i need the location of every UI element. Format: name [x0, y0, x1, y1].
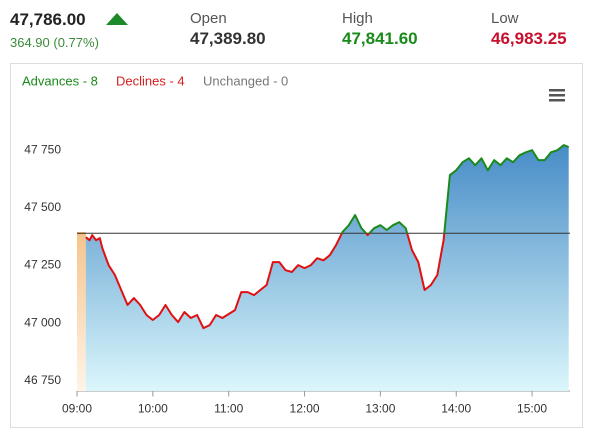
stat: Open 47,389.80 [190, 10, 266, 49]
price-line [85, 144, 570, 330]
pre-open [77, 233, 86, 391]
stat-value: 47,389.80 [190, 29, 266, 48]
stat-label: Open [190, 10, 227, 27]
y-tick-label: 47 250 [24, 258, 61, 272]
chart-frame [10, 63, 583, 428]
stat-label: High [342, 10, 373, 27]
x-tick-label: 13:00 [365, 402, 395, 416]
stat-label: Low [491, 10, 519, 27]
y-tick-label: 47 500 [24, 200, 61, 214]
stat-value: 46,983.25 [491, 29, 567, 48]
y-tick-label: 47 750 [24, 142, 61, 156]
stat-value: 47,841.60 [342, 29, 418, 48]
menu-icon[interactable] [549, 89, 565, 102]
x-tick-label: 15:00 [517, 402, 547, 416]
legend-item: Declines - 4 [116, 73, 185, 88]
x-tick-label: 10:00 [138, 402, 168, 416]
area [85, 145, 569, 391]
price: 47,786.00 [10, 10, 86, 29]
x-tick-label: 14:00 [441, 402, 471, 416]
legend-item: Unchanged - 0 [203, 73, 288, 88]
change: 364.90 (0.77%) [10, 35, 99, 50]
x-tick-label: 12:00 [290, 402, 320, 416]
x-tick-label: 11:00 [214, 402, 243, 416]
stat: Low 46,983.25 [491, 10, 567, 49]
y-tick-label: 47 000 [24, 315, 61, 329]
y-tick-label: 46 750 [24, 373, 61, 387]
legend-item: Advances - 8 [22, 73, 98, 88]
x-tick-label: 09:00 [62, 402, 92, 416]
stat: High 47,841.60 [342, 10, 418, 49]
up-arrow [106, 13, 128, 25]
